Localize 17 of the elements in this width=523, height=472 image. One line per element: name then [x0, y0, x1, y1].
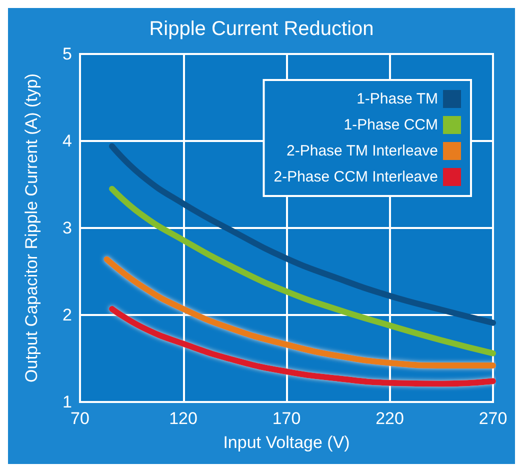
y-axis-title: Output Capacitor Ripple Current (A) (typ): [22, 74, 41, 382]
y-tick-label: 5: [62, 44, 72, 64]
legend-label: 1-Phase CCM: [344, 116, 438, 134]
x-tick-label: 170: [272, 409, 301, 428]
y-tick-label: 2: [62, 306, 72, 324]
x-tick-label: 270: [478, 409, 508, 428]
legend-label: 1-Phase TM: [356, 90, 438, 108]
x-axis-title: Input Voltage (V): [223, 433, 350, 452]
legend-label: 2-Phase TM Interleave: [286, 142, 438, 160]
chart-title: Ripple Current Reduction: [149, 18, 374, 40]
legend-label: 2-Phase CCM Interleave: [274, 168, 438, 186]
x-tick-label: 120: [169, 409, 198, 428]
y-tick-label: 1: [62, 392, 72, 412]
y-tick-label: 4: [62, 132, 72, 150]
x-tick-label: 220: [376, 409, 404, 428]
y-tick-label: 3: [62, 218, 72, 238]
x-tick-label: 70: [70, 409, 90, 428]
